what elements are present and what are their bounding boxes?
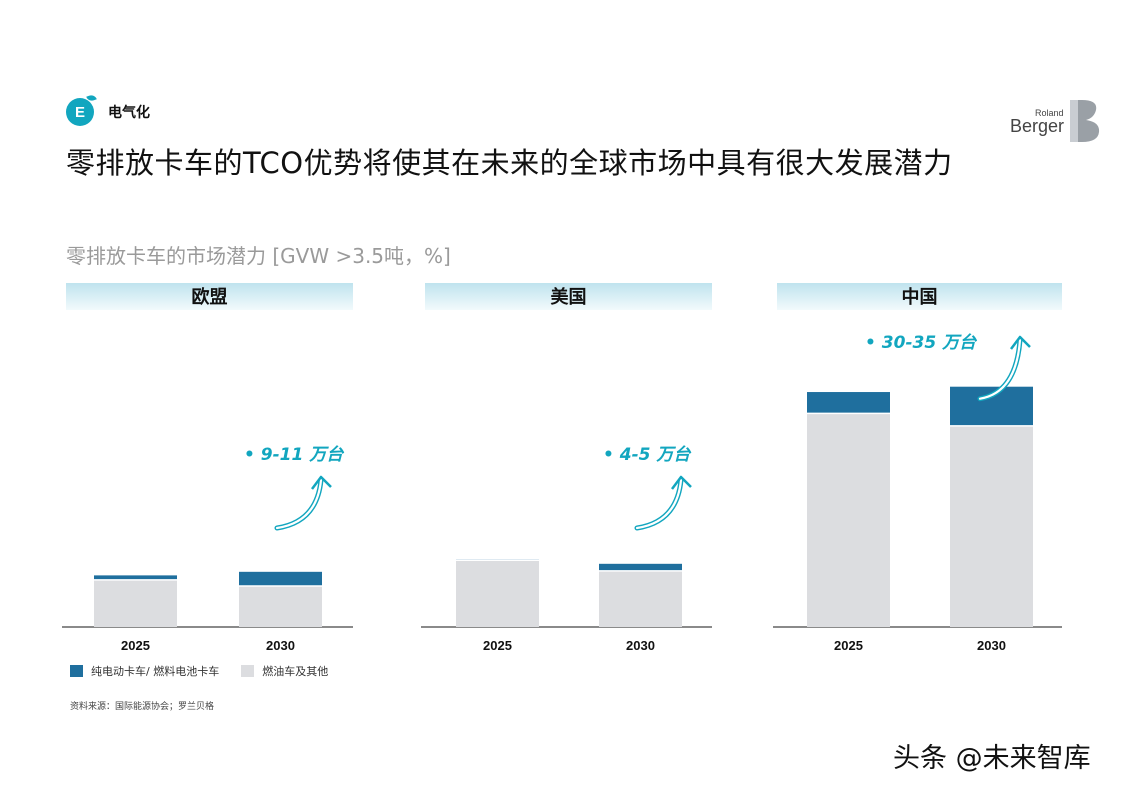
bar-fuel-us-2025 — [456, 560, 539, 627]
source-note: 资料来源：国际能源协会；罗兰贝格 — [70, 702, 215, 712]
watermark: 头条 @未来智库 — [893, 743, 1091, 774]
bar-fuel-us-2030 — [599, 570, 682, 627]
page-title: 零排放卡车的TCO优势将使其在未来的全球市场中具有很大发展潜力 — [66, 146, 953, 180]
logo-b-mark-icon — [1070, 100, 1100, 142]
growth-arrow-inner-eu — [275, 478, 323, 530]
panel-header-band-us — [425, 283, 712, 310]
legend-swatch-fuel — [241, 665, 255, 677]
legend-label-zero-emission: 纯电动卡车/ 燃料电池卡车 — [91, 665, 220, 678]
annotation-cn: • 30-35 万台 — [865, 333, 977, 353]
growth-arrow-head-us — [671, 475, 692, 490]
electrification-icon-letter: E — [74, 103, 85, 121]
legend-item-zero-emission: 纯电动卡车/ 燃料电池卡车 — [70, 663, 219, 679]
x-tick-label-cn-2030: 2030 — [977, 638, 1006, 653]
growth-arrow-head-cn — [1010, 335, 1031, 350]
section-label: 电气化 — [108, 105, 150, 121]
growth-arrow-head-eu — [311, 475, 332, 490]
bar-zero-emission-eu-2030 — [239, 571, 322, 587]
electrification-icon: E — [66, 93, 97, 126]
panel-title-cn: 中国 — [902, 286, 938, 308]
panel-header-band-eu — [66, 283, 353, 310]
legend-label-fuel: 燃油车及其他 — [262, 665, 329, 678]
bar-fuel-cn-2030 — [950, 425, 1033, 627]
roland-berger-logo: Roland Berger — [1010, 98, 1102, 146]
x-tick-label-cn-2025: 2025 — [834, 638, 863, 653]
panel-title-us: 美国 — [551, 286, 587, 308]
annotation-us: • 4-5 万台 — [603, 445, 691, 465]
chart-legend: 纯电动卡车/ 燃料电池卡车 燃油车及其他 — [70, 663, 350, 679]
bar-fuel-eu-2030 — [239, 586, 322, 627]
x-tick-label-us-2025: 2025 — [483, 638, 512, 653]
legend-swatch-zero-emission — [70, 665, 83, 677]
bar-zero-emission-us-2030 — [599, 563, 682, 571]
x-tick-label-eu-2025: 2025 — [121, 638, 150, 653]
bar-zero-emission-eu-2025 — [94, 575, 177, 580]
chart-subtitle: 零排放卡车的市场潜力 [GVW >3.5吨，%] — [66, 244, 451, 268]
bar-fuel-cn-2025 — [807, 413, 890, 627]
bar-zero-emission-cn-2025 — [807, 392, 890, 414]
logo-big-text: Berger — [1010, 116, 1065, 136]
legend-item-fuel: 燃油车及其他 — [241, 663, 328, 679]
panel-header-band-cn — [777, 283, 1062, 310]
section-tag: E 电气化 — [66, 93, 150, 126]
bar-fuel-eu-2025 — [94, 579, 177, 627]
growth-arrow-inner-us — [635, 478, 683, 530]
growth-arrow-inner-cn — [978, 338, 1022, 400]
logo-small-text: Roland — [1035, 108, 1064, 118]
annotation-eu: • 9-11 万台 — [244, 445, 344, 465]
x-tick-label-us-2030: 2030 — [626, 638, 655, 653]
x-tick-label-eu-2030: 2030 — [266, 638, 295, 653]
panel-title-eu: 欧盟 — [192, 286, 228, 308]
